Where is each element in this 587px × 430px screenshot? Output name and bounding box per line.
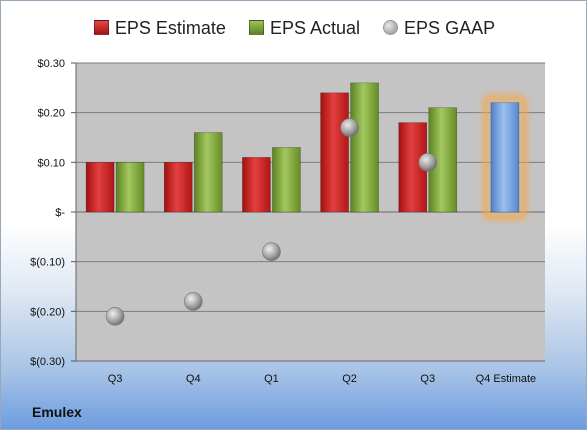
bar-actual [272,147,301,213]
legend-swatch-gaap [383,19,399,35]
x-tick-label: Q1 [264,373,279,385]
legend-label-gaap: EPS GAAP [404,17,496,38]
x-tick-label: Q4 Estimate [476,373,537,385]
bar-actual [350,82,379,213]
legend-item-actual: EPS Actual [248,17,361,39]
y-tick-label: $0.10 [37,157,65,169]
bar-forecast [490,102,520,213]
legend-item-estimate: EPS Estimate [93,17,226,39]
x-tick-label: Q3 [108,373,123,385]
y-tick-label: $(0.20) [30,306,65,318]
legend-item-gaap: EPS GAAP [383,18,495,39]
forecast-glow [482,94,528,221]
y-tick-label: $(0.10) [30,257,65,269]
y-tick-label: $0.20 [37,108,65,120]
legend-swatch-actual [248,19,264,35]
point-gaap [262,242,281,262]
bar-estimate [163,162,193,213]
y-tick-label: $(0.30) [30,356,65,368]
x-tick-label: Q3 [420,373,435,385]
point-gaap [183,292,203,311]
bar-estimate [320,92,349,213]
gaap-points [105,118,438,326]
bar-estimate [85,162,115,213]
y-tick-label: $- [55,207,65,219]
y-tick-label: $0.30 [37,58,65,70]
point-gaap [105,306,125,326]
x-axis: Q3 Q4 Q1 Q2 Q3 Q4 Estimate [76,360,545,385]
x-tick-label: Q4 [186,373,201,385]
point-gaap [340,118,359,137]
bar-estimate [242,157,271,213]
company-name: Emulex [32,404,82,420]
bar-actual [193,132,223,213]
bars [85,82,528,221]
legend-label-estimate: EPS Estimate [114,17,226,38]
legend-swatch-estimate [93,19,109,35]
y-axis: $0.30 $0.20 $0.10 $- $(0.10) $(0.20) $(0.30) [30,58,77,368]
point-gaap [418,153,438,172]
legend-label-actual: EPS Actual [269,17,361,38]
bar-actual [115,162,145,213]
x-tick-label: Q2 [342,373,357,385]
legend: EPS Estimate EPS Actual EPS GAAP [1,17,586,39]
